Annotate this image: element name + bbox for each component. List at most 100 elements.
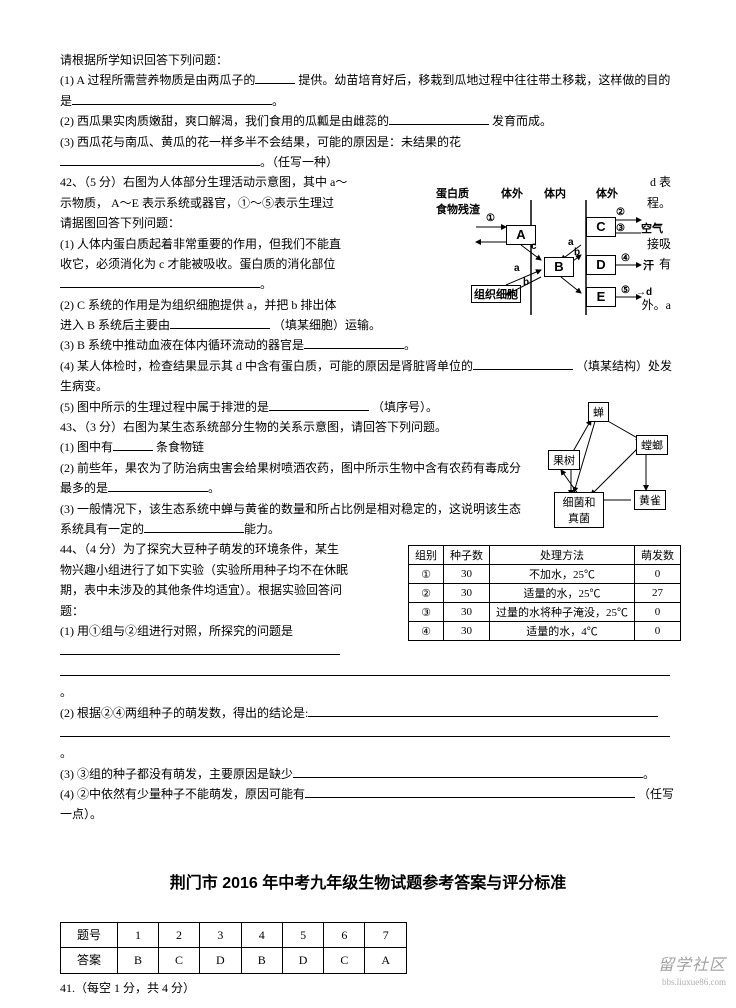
blank [144, 520, 244, 533]
blank [60, 724, 670, 737]
cell: 0 [635, 622, 681, 641]
blank [255, 71, 295, 84]
label-protein: 蛋白质食物残渣 [436, 185, 481, 217]
label-air: 空气 [641, 220, 663, 236]
lbl-a2: a [514, 263, 520, 274]
blank [60, 275, 260, 288]
period: 。 [208, 481, 220, 495]
q42-2b: 进入 B 系统后主要由 （填某细胞）运输。 [60, 315, 676, 335]
cell: 30 [444, 622, 490, 641]
q1-2-t: (2) 西瓜果实肉质嫩甜，爽口解渴，我们食用的瓜瓤是由雌蕊的 [60, 114, 389, 128]
q1-2-tail: 发育而成。 [492, 114, 552, 128]
cell: C [159, 948, 200, 973]
q43-3: (3) 一般情况下，该生态系统中蝉与黄雀的数量和所占比例是相对稳定的，这说明该生… [60, 499, 530, 540]
blank [113, 438, 153, 451]
period: 。 [260, 277, 272, 291]
lbl-d: →d [636, 287, 652, 298]
q44-2-t: (2) 根据②④两组种子的萌发数，得出的结论是: [60, 706, 308, 720]
box-b: B [544, 257, 574, 277]
blank [305, 785, 635, 798]
blank [293, 765, 643, 778]
label-tiwai-l: 体外 [501, 185, 523, 201]
q44-4-t: (4) ②中依然有少量种子不能萌发，原因可能有 [60, 787, 305, 801]
cell: ② [409, 584, 444, 603]
q42-5-t: (5) 图中所示的生理过程中属于排泄的是 [60, 400, 269, 414]
q42-2b2: （填某细胞）运输。 [273, 318, 381, 332]
col-group: 组别 [409, 546, 444, 565]
cell: ① [409, 565, 444, 584]
experiment-table: 组别 种子数 处理方法 萌发数 ①30不加水，25℃0 ②30适量的水，25℃2… [408, 545, 681, 641]
cell: 0 [635, 565, 681, 584]
answer-table: 题号 1 2 3 4 5 6 7 答案 B C D B D C A [60, 922, 407, 974]
q44-2: (2) 根据②④两组种子的萌发数，得出的结论是: [60, 703, 676, 723]
lbl-a: a [568, 237, 574, 248]
watermark: 留学社区 [658, 951, 726, 975]
q42-head: 42、（5 分）右图为人体部分生理活动示意图，其中 a～ [60, 175, 347, 189]
box-d: D [586, 255, 616, 275]
cell: D [282, 948, 324, 973]
answer-title: 荆门市 2016 年中考九年级生物试题参考答案与评分标准 [60, 870, 676, 897]
node-tanglang: 螳螂 [636, 435, 668, 455]
num2: ② [616, 207, 625, 218]
blank [108, 479, 208, 492]
node-chan: 蝉 [588, 402, 609, 422]
table-row: 答案 B C D B D C A [61, 948, 407, 973]
col-method: 处理方法 [490, 546, 635, 565]
q43-3-t: (3) 一般情况下，该生态系统中蝉与黄雀的数量和所占比例是相对稳定的，这说明该生… [60, 502, 521, 536]
q1-3b: 。（任写一种） [260, 155, 338, 169]
cell: C [324, 948, 365, 973]
label-sweat: 汗 [643, 257, 654, 273]
blank [60, 153, 260, 166]
cell: 7 [365, 923, 407, 948]
q44-1-t: (1) 用①组与②组进行对照，所探究的问题是 [60, 624, 293, 638]
cell: B [241, 948, 282, 973]
cell: 过量的水将种子淹没，25℃ [490, 603, 635, 622]
num4: ④ [621, 253, 630, 264]
num5: ⑤ [621, 285, 630, 296]
num3: ③ [616, 223, 625, 234]
cell: 适量的水，4℃ [490, 622, 635, 641]
blank-line3: 。 [60, 723, 676, 764]
q42-4: (4) 某人体检时，检查结果显示其 d 中含有蛋白质，可能的原因是肾脏肾单位的 … [60, 356, 676, 397]
q42-4-t: (4) 某人体检时，检查结果显示其 d 中含有蛋白质，可能的原因是肾脏肾单位的 [60, 359, 473, 373]
lbl-b: b [574, 247, 580, 258]
blank [308, 704, 658, 717]
q42-2: (2) C 系统的作用是为组织细胞提供 a，并把 b 排出体 [60, 295, 380, 315]
blank [72, 92, 272, 105]
cell: 0 [635, 603, 681, 622]
cell: 6 [324, 923, 365, 948]
q42-1b: 收它，必须消化为 c 才能被吸收。蛋白质的消化部位 [60, 254, 380, 274]
q42-l2: 示物质， A～E 表示系统或器官，①～⑤表示生理过 [60, 193, 380, 213]
q44-3: (3) ③组的种子都没有萌发，主要原因是缺少。 [60, 764, 676, 784]
q42-line1: 42、（5 分）右图为人体部分生理活动示意图，其中 a～ [60, 172, 380, 192]
node-huangque: 黄雀 [634, 490, 666, 510]
blank-line [60, 641, 676, 661]
q42-l3: 请据图回答下列问题： [60, 213, 380, 233]
q43-head: 43、（3 分）右图为某生态系统部分生物的关系示意图，请回答下列问题。 [60, 417, 530, 437]
blank [170, 316, 270, 329]
lbl-c: c [531, 241, 537, 252]
box-tissue: 组织细胞 [471, 285, 521, 303]
col-seeds: 种子数 [444, 546, 490, 565]
q1-3: (3) 西瓜花与南瓜、黄瓜的花一样多半不会结果，可能的原因是：未结果的花 。（任… [60, 132, 676, 173]
label-tinei: 体内 [544, 185, 566, 201]
cell: 3 [200, 923, 242, 948]
cell: 1 [118, 923, 159, 948]
table-row: ④30适量的水，4℃0 [409, 622, 681, 641]
cell: 答案 [61, 948, 118, 973]
q42-3-t: (3) B 系统中推动血液在体内循环流动的器官是 [60, 338, 304, 352]
q42-1: (1) 人体内蛋白质起着非常重要的作用，但我们不能直 [60, 234, 380, 254]
watermark-url: bbs.liuxue86.com [662, 977, 726, 987]
q1-1: (1) A 过程所需营养物质是由两瓜子的 提供。幼苗培育好后，移栽到瓜地过程中往… [60, 70, 676, 111]
q1-2: (2) 西瓜果实肉质嫩甜，爽口解渴，我们食用的瓜瓤是由雌蕊的 发育而成。 [60, 111, 676, 131]
num1: ① [486, 213, 495, 224]
box-e: E [586, 287, 616, 307]
box-c: C [586, 217, 616, 237]
q44-3-t: (3) ③组的种子都没有萌发，主要原因是缺少 [60, 767, 293, 781]
blank [269, 398, 369, 411]
q42-3: (3) B 系统中推动血液在体内循环流动的器官是。 [60, 335, 676, 355]
q42-5end: （填序号）。 [372, 400, 438, 414]
cell: 4 [241, 923, 282, 948]
q44-4: (4) ②中依然有少量种子不能萌发，原因可能有 （任写一点）。 [60, 784, 676, 825]
q1-3-t: (3) 西瓜花与南瓜、黄瓜的花一样多半不会结果，可能的原因是：未结果的花 [60, 135, 461, 149]
